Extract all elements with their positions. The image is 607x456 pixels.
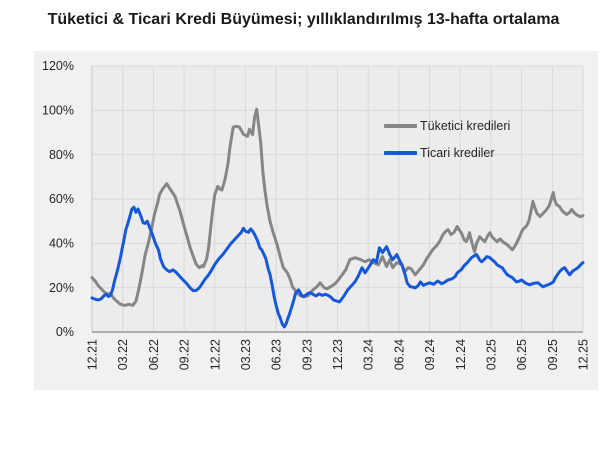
legend-item-ticari: Ticari krediler bbox=[384, 145, 510, 160]
legend: Tüketici kredileri Ticari krediler bbox=[384, 118, 510, 172]
ticari-line-swatch bbox=[384, 150, 417, 155]
tuketici-line-swatch bbox=[384, 123, 417, 128]
chart-title: Tüketici & Ticari Kredi Büyümesi; yıllık… bbox=[47, 11, 560, 28]
legend-label-ticari: Ticari krediler bbox=[420, 145, 495, 160]
legend-label-tuketici: Tüketici kredileri bbox=[420, 118, 511, 133]
chart-figure bbox=[34, 51, 598, 390]
legend-item-tuketici: Tüketici kredileri bbox=[384, 118, 510, 133]
